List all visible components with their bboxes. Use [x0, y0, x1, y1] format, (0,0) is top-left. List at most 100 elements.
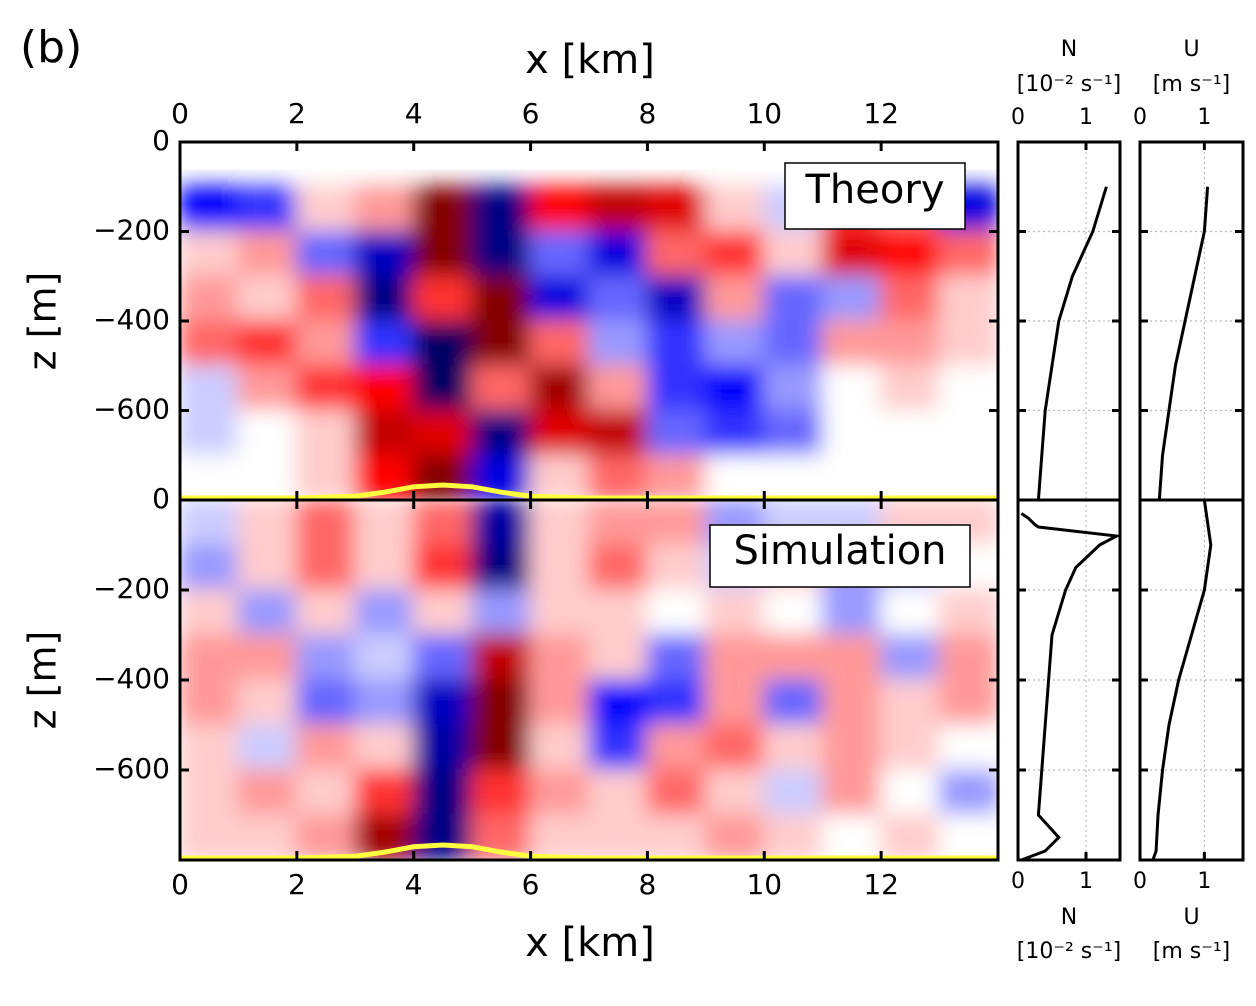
- heatmap-cell: [412, 364, 474, 412]
- panel-title: Simulation: [733, 528, 946, 574]
- heatmap-cell: [295, 814, 357, 860]
- heatmap-cell: [295, 724, 357, 771]
- heatmap-cell: [412, 544, 474, 591]
- heatmap-cell: [763, 275, 824, 322]
- heatmap-cell: [180, 409, 240, 457]
- x-tick-label: 1: [1079, 869, 1093, 894]
- heatmap-cell: [938, 724, 998, 771]
- heatmap-cell: [412, 230, 474, 278]
- heatmap-cell: [354, 409, 415, 457]
- heatmap-cell: [588, 634, 649, 681]
- heatmap-cell: [821, 364, 883, 412]
- heatmap-cell: [880, 454, 941, 500]
- heatmap-cell: [180, 724, 240, 771]
- heatmap-cell: [646, 724, 707, 771]
- heatmap-cell: [471, 320, 532, 367]
- y-tick-label: −600: [93, 752, 170, 785]
- x-axis-label: U: [1183, 905, 1199, 930]
- heatmap-cell: [237, 230, 298, 278]
- x-tick-label: 2: [288, 97, 306, 130]
- heatmap-cell: [880, 724, 941, 771]
- y-tick-label: −200: [93, 572, 170, 605]
- heatmap-cell: [412, 320, 474, 367]
- heatmap-cell: [821, 634, 883, 681]
- heatmap-cell: [763, 634, 824, 681]
- heatmap-cell: [471, 679, 532, 726]
- panel-label-box: [709, 524, 971, 588]
- heatmap-cell: [529, 275, 590, 322]
- heatmap-cell: [588, 185, 649, 233]
- heatmap-cell: [354, 500, 415, 546]
- heatmap-cell: [938, 320, 998, 367]
- heatmap-cell: [588, 814, 649, 860]
- x-axis-label: U: [1183, 37, 1199, 62]
- heatmap-cell: [938, 230, 998, 278]
- heatmap-cell: [880, 364, 941, 412]
- x-tick-label: 8: [639, 868, 657, 901]
- heatmap-cell: [704, 769, 766, 816]
- heatmap-cell: [237, 454, 298, 500]
- heatmap-cell: [763, 230, 824, 278]
- heatmap-cell: [237, 409, 298, 457]
- heatmap-cell: [412, 454, 474, 500]
- profile-line: [1157, 186, 1210, 501]
- heatmap-cell: [354, 634, 415, 681]
- heatmap-cell: [821, 769, 883, 816]
- heatmap-cell: [295, 679, 357, 726]
- heatmap-cell: [588, 724, 649, 771]
- y-axis-label: z [m]: [21, 272, 65, 371]
- heatmap-cell: [821, 814, 883, 860]
- x-tick-label: 10: [746, 868, 782, 901]
- heatmap-cell: [471, 724, 532, 771]
- heatmap-cell: [704, 364, 766, 412]
- profile-line: [1151, 499, 1213, 861]
- heatmap-cell: [646, 814, 707, 860]
- heatmap-cell: [412, 634, 474, 681]
- heatmap-cell: [412, 724, 474, 771]
- heatmap-cell: [180, 679, 240, 726]
- heatmap-cell: [704, 320, 766, 367]
- heatmap-cell: [763, 320, 824, 367]
- heatmap-cell: [763, 769, 824, 816]
- heatmap-cell: [180, 364, 240, 412]
- heatmap-cell: [646, 634, 707, 681]
- heatmap-cell: [412, 679, 474, 726]
- x-tick-label: 12: [863, 97, 899, 130]
- heatmap-cell: [295, 185, 357, 233]
- heatmap-cell: [354, 589, 415, 636]
- x-tick-label: 8: [639, 97, 657, 130]
- heatmap-cell: [704, 589, 766, 636]
- heatmap-cell: [180, 634, 240, 681]
- heatmap-cell: [763, 364, 824, 412]
- heatmap-cell: [938, 275, 998, 322]
- heatmap-cell: [821, 409, 883, 457]
- heatmap-cell: [646, 185, 707, 233]
- heatmap-cell: [938, 679, 998, 726]
- panel-label-box: [784, 162, 966, 230]
- heatmap-cell: [237, 679, 298, 726]
- heatmap-cell: [938, 769, 998, 816]
- heatmap-cell: [471, 275, 532, 322]
- heatmap-cell: [180, 500, 240, 546]
- x-tick-label: 0: [171, 97, 189, 130]
- heatmap-cell: [646, 275, 707, 322]
- heatmap-cell: [529, 814, 590, 860]
- heatmap-cell: [180, 454, 240, 500]
- x-tick-label: 0: [1011, 869, 1025, 894]
- heatmap-cell: [354, 679, 415, 726]
- heatmap-cell: [529, 589, 590, 636]
- heatmap-cell: [354, 275, 415, 322]
- panel-title: Theory: [805, 167, 945, 213]
- heatmap-cell: [295, 500, 357, 546]
- y-tick-label: −400: [93, 662, 170, 695]
- heatmap-cell: [588, 500, 649, 546]
- heatmap-cell: [471, 544, 532, 591]
- x-axis-unit: [10⁻² s⁻¹]: [1017, 939, 1121, 964]
- heatmap-cell: [938, 364, 998, 412]
- heatmap-cell: [180, 275, 240, 322]
- axes-frame: [1016, 498, 1122, 862]
- heatmap-cell: [295, 454, 357, 500]
- heatmap-cell: [295, 275, 357, 322]
